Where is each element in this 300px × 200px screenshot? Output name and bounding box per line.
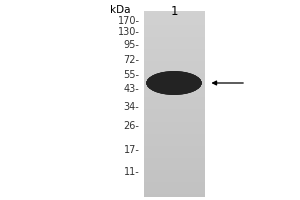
Ellipse shape [147,78,201,88]
Ellipse shape [147,72,201,94]
Text: 170-: 170- [118,16,140,26]
Ellipse shape [147,77,201,89]
Text: 130-: 130- [118,27,140,37]
Text: 17-: 17- [124,145,140,155]
Ellipse shape [146,71,202,95]
Ellipse shape [147,76,201,90]
Text: 34-: 34- [124,102,140,112]
Ellipse shape [147,77,201,89]
Text: 26-: 26- [124,121,140,131]
Ellipse shape [147,75,201,91]
Ellipse shape [147,76,201,90]
Ellipse shape [147,77,201,89]
Text: 72-: 72- [124,55,140,65]
Ellipse shape [147,78,201,88]
Ellipse shape [146,72,202,94]
Ellipse shape [147,73,201,93]
Ellipse shape [147,74,201,92]
Ellipse shape [147,79,201,87]
Ellipse shape [146,71,202,95]
Ellipse shape [147,78,201,88]
Ellipse shape [147,74,201,92]
Text: 95-: 95- [124,40,140,50]
Ellipse shape [147,75,201,91]
Ellipse shape [147,76,201,90]
Ellipse shape [147,74,201,92]
Ellipse shape [147,78,201,88]
Ellipse shape [147,73,201,93]
Ellipse shape [146,71,202,95]
Ellipse shape [147,74,201,92]
Ellipse shape [147,75,201,91]
Text: 1: 1 [170,5,178,18]
Ellipse shape [147,75,201,91]
Ellipse shape [146,72,202,94]
Ellipse shape [147,73,201,93]
Ellipse shape [146,72,202,94]
Ellipse shape [147,74,201,92]
Ellipse shape [147,79,201,87]
Ellipse shape [147,77,201,89]
Ellipse shape [147,75,201,91]
Ellipse shape [147,78,201,88]
Ellipse shape [146,72,202,94]
Text: 55-: 55- [124,70,140,80]
Ellipse shape [147,73,201,93]
Text: 11-: 11- [124,167,140,177]
Ellipse shape [147,77,201,89]
Ellipse shape [147,76,201,90]
Ellipse shape [147,73,201,93]
Ellipse shape [147,76,201,90]
Text: kDa: kDa [110,5,130,15]
Ellipse shape [147,75,201,91]
Text: 43-: 43- [124,84,140,94]
